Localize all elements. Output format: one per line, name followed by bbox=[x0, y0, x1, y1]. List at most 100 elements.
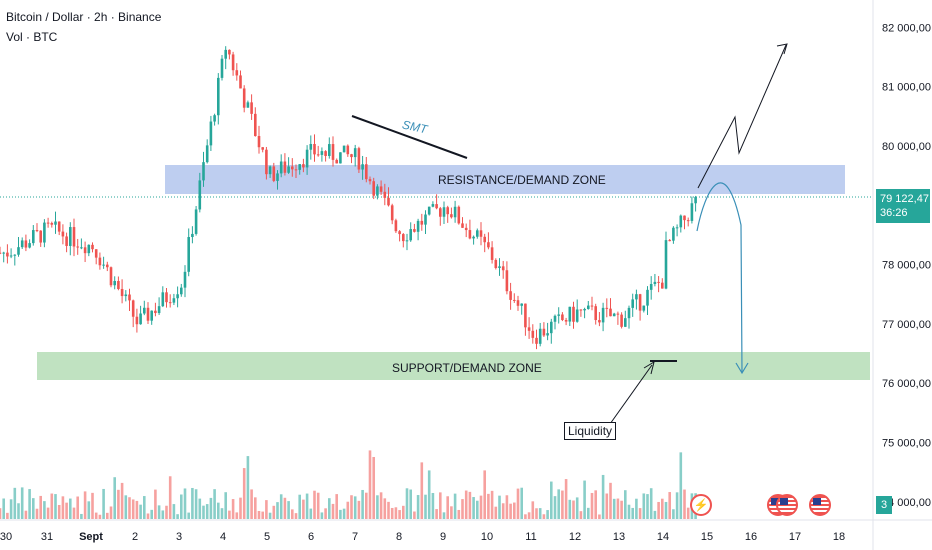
candle-body bbox=[298, 164, 301, 170]
candle-body bbox=[180, 287, 183, 295]
candle-body bbox=[427, 206, 431, 215]
date-tick-label: 10 bbox=[481, 531, 493, 543]
candle-body bbox=[357, 148, 361, 170]
volume-bar bbox=[39, 495, 42, 519]
volume-bar bbox=[294, 513, 298, 519]
candle-body bbox=[646, 289, 649, 306]
volume-bar bbox=[209, 497, 213, 519]
candle-body bbox=[83, 247, 87, 254]
candle-body bbox=[76, 246, 79, 248]
candle-body bbox=[494, 259, 498, 269]
date-tick-label: 31 bbox=[41, 531, 53, 543]
candle-body bbox=[505, 270, 509, 292]
candle-body bbox=[487, 242, 490, 248]
candle-body bbox=[69, 227, 72, 246]
candle-body bbox=[524, 303, 527, 328]
volume-bar bbox=[272, 505, 276, 519]
candle-body bbox=[513, 299, 516, 301]
volume-bar bbox=[620, 500, 623, 519]
volume-bar bbox=[61, 496, 65, 519]
price-tick-label: 76 000,00 bbox=[882, 378, 931, 390]
candle-body bbox=[246, 102, 250, 108]
price-tick-label: 77 000,00 bbox=[882, 319, 931, 331]
volume-bar bbox=[302, 499, 305, 519]
candle-body bbox=[276, 173, 279, 181]
candle-body bbox=[690, 203, 694, 221]
candle-body bbox=[579, 309, 583, 311]
candle-body bbox=[157, 306, 161, 314]
candle-body bbox=[612, 313, 616, 317]
volume-bar bbox=[202, 505, 205, 519]
candle-body bbox=[598, 320, 601, 323]
volume-bar bbox=[91, 492, 94, 519]
volume-bar bbox=[128, 497, 131, 519]
volume-bar bbox=[335, 494, 338, 519]
volume-bar bbox=[553, 496, 557, 519]
volume-bar bbox=[453, 493, 457, 519]
lightning-icon[interactable]: ⚡ bbox=[690, 494, 712, 516]
volume-bar bbox=[117, 489, 120, 519]
candle-body bbox=[2, 252, 5, 254]
candle-body bbox=[279, 161, 283, 174]
candle-body bbox=[405, 240, 409, 242]
volume-bar bbox=[276, 502, 279, 519]
volume-bar bbox=[265, 500, 268, 519]
candle-body bbox=[176, 294, 179, 299]
candle-body bbox=[379, 186, 383, 192]
volume-bar bbox=[416, 495, 420, 519]
volume-bar bbox=[361, 489, 364, 519]
candle-body bbox=[198, 180, 202, 210]
candle-body bbox=[287, 166, 290, 173]
candle-body bbox=[416, 220, 420, 232]
price-tick-label: 78 000,00 bbox=[882, 260, 931, 272]
support-zone bbox=[37, 352, 870, 380]
volume-bar bbox=[446, 496, 449, 519]
volume-bar bbox=[609, 482, 612, 519]
volume-bar bbox=[165, 505, 168, 519]
candle-body bbox=[501, 266, 505, 271]
volume-bar bbox=[527, 512, 531, 519]
candle-body bbox=[583, 308, 586, 311]
volume-bar bbox=[427, 470, 431, 519]
candle-body bbox=[557, 314, 560, 316]
volume-bar bbox=[668, 492, 671, 519]
candle-body bbox=[590, 305, 594, 307]
candle-body bbox=[194, 209, 198, 234]
volume-bar bbox=[313, 490, 316, 519]
us-flag-icon[interactable] bbox=[809, 494, 831, 516]
candle-body bbox=[538, 328, 542, 344]
volume-bar bbox=[686, 507, 690, 519]
volume-bar bbox=[579, 511, 583, 519]
candle-body bbox=[46, 222, 50, 224]
candle-body bbox=[150, 310, 153, 321]
candle-body bbox=[464, 227, 468, 231]
volume-bar bbox=[24, 510, 28, 519]
candle-body bbox=[435, 204, 438, 209]
candle-body bbox=[627, 307, 631, 319]
candle-body bbox=[575, 309, 579, 322]
candle-body bbox=[546, 333, 549, 336]
candle-body bbox=[80, 247, 83, 249]
candle-body bbox=[479, 230, 483, 237]
volume-bar bbox=[564, 479, 568, 519]
candle-body bbox=[446, 207, 449, 215]
candle-body bbox=[124, 294, 128, 297]
smt-label: SMT bbox=[401, 118, 430, 137]
volume-bar bbox=[683, 489, 686, 519]
candle-body bbox=[476, 230, 479, 237]
date-tick-label: 11 bbox=[525, 531, 536, 543]
volume-bar bbox=[17, 503, 20, 519]
candle-body bbox=[309, 143, 313, 150]
volume-bar bbox=[180, 494, 183, 519]
smt-line bbox=[351, 115, 468, 159]
candle-body bbox=[98, 257, 102, 266]
us-flag-icon[interactable] bbox=[776, 494, 798, 516]
candle-body bbox=[120, 288, 124, 297]
volume-bar bbox=[379, 492, 383, 519]
volume-bar bbox=[87, 501, 91, 519]
volume-bar bbox=[131, 499, 135, 519]
volume-bar bbox=[542, 514, 546, 519]
volume-bar bbox=[161, 510, 165, 519]
volume-bar bbox=[524, 514, 527, 519]
